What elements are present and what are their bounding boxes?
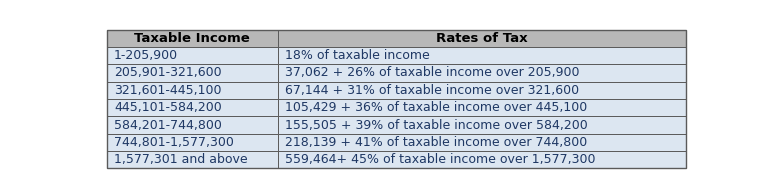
Bar — [107, 151, 278, 168]
Text: 744,801-1,577,300: 744,801-1,577,300 — [114, 136, 234, 149]
Text: 67,144 + 31% of taxable income over 321,600: 67,144 + 31% of taxable income over 321,… — [284, 84, 579, 97]
Text: 445,101-584,200: 445,101-584,200 — [114, 101, 222, 114]
Bar — [107, 82, 278, 99]
Text: Rates of Tax: Rates of Tax — [436, 32, 527, 45]
Bar — [278, 116, 686, 134]
Bar — [107, 134, 278, 151]
Text: 105,429 + 36% of taxable income over 445,100: 105,429 + 36% of taxable income over 445… — [284, 101, 587, 114]
Bar — [278, 134, 686, 151]
Text: 37,062 + 26% of taxable income over 205,900: 37,062 + 26% of taxable income over 205,… — [284, 66, 579, 79]
Bar — [278, 82, 686, 99]
Text: 559,464+ 45% of taxable income over 1,577,300: 559,464+ 45% of taxable income over 1,57… — [284, 153, 595, 166]
Text: 1,577,301 and above: 1,577,301 and above — [114, 153, 247, 166]
Bar — [107, 116, 278, 134]
Text: 218,139 + 41% of taxable income over 744,800: 218,139 + 41% of taxable income over 744… — [284, 136, 587, 149]
Text: 18% of taxable income: 18% of taxable income — [284, 49, 430, 62]
Bar — [278, 64, 686, 82]
Bar — [278, 99, 686, 116]
Text: 1-205,900: 1-205,900 — [114, 49, 178, 62]
Bar — [278, 151, 686, 168]
Bar — [278, 47, 686, 64]
Text: 155,505 + 39% of taxable income over 584,200: 155,505 + 39% of taxable income over 584… — [284, 119, 587, 132]
Text: 205,901-321,600: 205,901-321,600 — [114, 66, 222, 79]
Bar — [107, 64, 278, 82]
Text: 584,201-744,800: 584,201-744,800 — [114, 119, 222, 132]
Bar — [107, 47, 278, 64]
Text: Taxable Income: Taxable Income — [135, 32, 250, 45]
Bar — [278, 30, 686, 47]
Bar — [107, 30, 278, 47]
Text: 321,601-445,100: 321,601-445,100 — [114, 84, 222, 97]
Bar — [107, 99, 278, 116]
